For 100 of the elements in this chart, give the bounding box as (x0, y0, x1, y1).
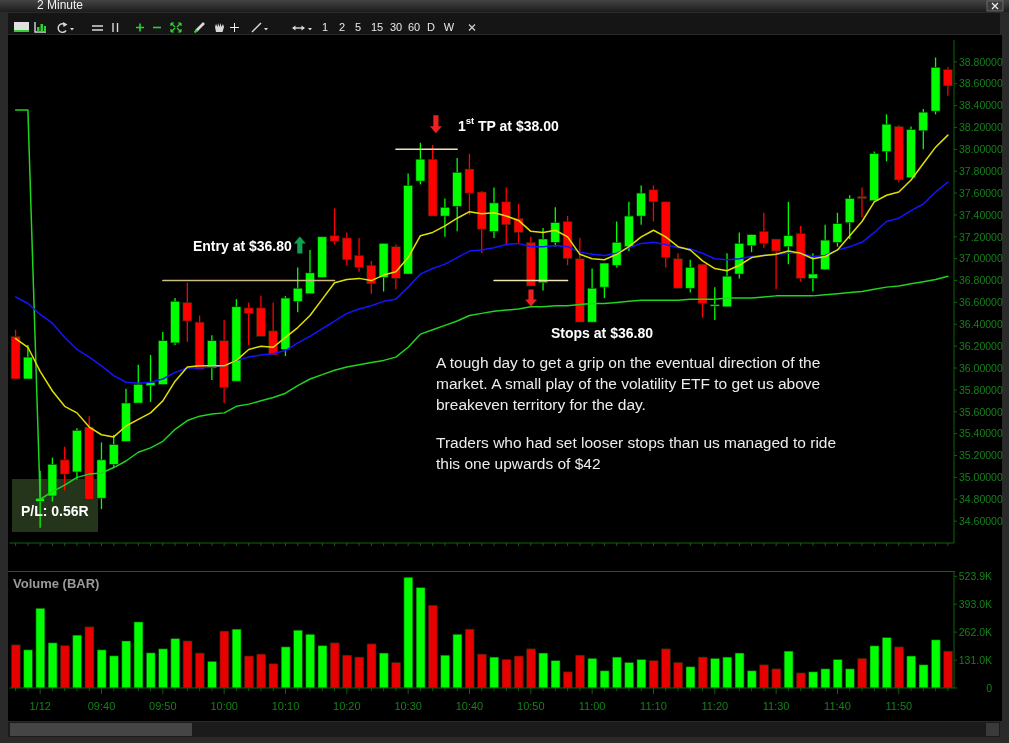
annotation: Entry at $36.80 (192, 237, 293, 254)
bar (513, 655, 524, 688)
bar (391, 662, 401, 688)
bar (526, 648, 536, 688)
y-tick-label: 34.80000 (959, 492, 1003, 505)
candlestick (329, 207, 340, 246)
candlestick (133, 364, 144, 404)
bar (133, 621, 144, 688)
y-tick-label: 34.60000 (959, 514, 1003, 527)
y-tick-label: 131.0K (958, 654, 992, 667)
y-tick-label: 35.40000 (959, 427, 1003, 440)
bar (918, 664, 929, 688)
bar (244, 655, 254, 688)
x-tick-label: 11:20 (701, 700, 729, 712)
candlestick (292, 266, 303, 313)
bar (857, 658, 868, 688)
x-tick-label: 11:10 (640, 700, 667, 712)
annotation: A tough day to get a grip on the eventual direction of the market. A small play of the volatility ETF to get us above breakeven territory for the day. (436, 354, 821, 413)
bar (207, 661, 217, 688)
x-tick-label: 10:50 (517, 700, 545, 712)
bar (747, 670, 757, 688)
y-tick-label: 38.60000 (959, 77, 1003, 90)
y-tick-label: 35.00000 (959, 471, 1003, 484)
bar (832, 659, 843, 688)
bar (354, 656, 365, 688)
y-tick-label: 36.00000 (959, 361, 1003, 374)
text: 5 (354, 21, 362, 33)
y-tick-label: 38.00000 (959, 143, 1003, 156)
bar (734, 652, 745, 688)
bar (648, 660, 659, 688)
y-tick-label: 38.40000 (959, 99, 1003, 112)
bar (636, 659, 647, 688)
line-series (14, 109, 949, 501)
bar (624, 662, 634, 688)
bar (931, 639, 941, 688)
bar (452, 633, 463, 688)
x-tick-label: 09:50 (149, 700, 177, 712)
annotation: Traders who had set looser stops than us managed to ride this one upwards of $42 (436, 434, 837, 472)
text: 2 (338, 21, 346, 33)
y-tick-label: 262.0K (958, 626, 992, 639)
bar (906, 655, 917, 688)
chart-title: Volume (BAR) (13, 576, 100, 591)
y-tick-label: 35.60000 (959, 405, 1003, 418)
bar (464, 628, 475, 688)
bar (440, 654, 450, 688)
bar (145, 652, 156, 688)
y-tick-label: 36.40000 (959, 318, 1003, 331)
bar (894, 646, 904, 688)
bar (881, 637, 892, 688)
bar (685, 666, 696, 688)
x-tick-label: 11:30 (762, 700, 790, 712)
annotation: 1$^{st}$ TP at $38.00 (457, 115, 559, 135)
bar (109, 655, 119, 688)
bar (23, 649, 33, 688)
text: 60 (407, 21, 421, 33)
text: D (427, 21, 435, 33)
x-tick-label: 11:50 (885, 700, 913, 712)
x-tick-label: 10:20 (333, 700, 361, 712)
candlestick (440, 197, 450, 238)
y-tick-label: 38.80000 (959, 55, 1003, 68)
candlestick (918, 108, 929, 150)
candlestick (550, 206, 561, 248)
candlestick (145, 354, 156, 403)
candlestick (771, 238, 781, 290)
y-tick-label: 37.40000 (959, 208, 1003, 221)
text: 15 (370, 21, 384, 33)
bar (268, 663, 279, 688)
y-tick-label: 37.60000 (959, 186, 1003, 199)
bar (477, 653, 487, 688)
bar (783, 650, 794, 688)
x-tick-label: 10:10 (271, 700, 300, 712)
bar (820, 668, 831, 688)
candlestick (636, 184, 646, 226)
y-tick-label: 37.20000 (959, 230, 1003, 243)
y-tick-label: 36.60000 (959, 296, 1003, 309)
bar (550, 660, 561, 688)
y-tick-label: 35.80000 (959, 383, 1003, 396)
bar (329, 642, 340, 688)
candlestick (832, 212, 843, 248)
candlestick (23, 344, 33, 380)
candlestick (513, 203, 524, 245)
bar (869, 645, 880, 688)
bar (538, 652, 549, 688)
candlestick (305, 249, 315, 295)
x-tick-label: 1/12 (29, 700, 51, 712)
bar (759, 664, 769, 688)
x-tick-label: 11:00 (578, 700, 606, 712)
candlestick (857, 186, 867, 218)
bar (96, 649, 107, 688)
x-tick-label: 10:30 (394, 700, 422, 712)
y-tick-label: 36.80000 (959, 274, 1003, 287)
x-tick-label: 09:40 (87, 700, 116, 712)
bar (845, 668, 855, 688)
chart-title: 2 Minute (37, 0, 84, 12)
candlestick (182, 282, 193, 343)
bar (256, 653, 266, 688)
candlestick (808, 252, 818, 293)
bar (195, 652, 205, 688)
bar (661, 648, 671, 688)
candlestick (709, 286, 720, 321)
